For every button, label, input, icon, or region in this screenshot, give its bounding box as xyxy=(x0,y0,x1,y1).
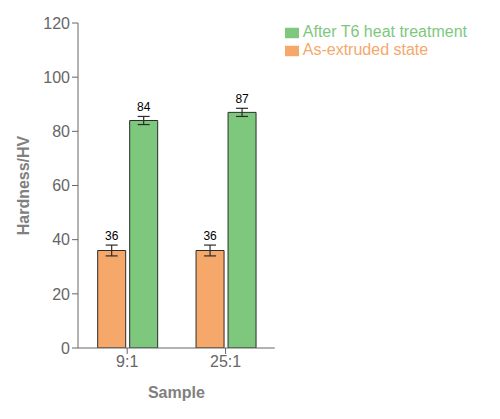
svg-text:36: 36 xyxy=(203,229,217,243)
svg-text:40: 40 xyxy=(52,231,70,248)
svg-text:87: 87 xyxy=(235,92,249,106)
svg-text:25:1: 25:1 xyxy=(210,353,241,370)
html-text:As-extruded state: As-extruded state xyxy=(302,41,429,58)
svg-text:0: 0 xyxy=(61,340,70,357)
svg-text:60: 60 xyxy=(52,177,70,194)
svg-text:20: 20 xyxy=(52,286,70,303)
svg-text:9:1: 9:1 xyxy=(116,353,138,370)
svg-text:Hardness/HV: Hardness/HV xyxy=(15,135,32,235)
svg-text:36: 36 xyxy=(105,229,119,243)
svg-text:84: 84 xyxy=(137,100,151,114)
html-text:After T6 heat treatment: After T6 heat treatment xyxy=(302,23,467,40)
svg-text:Sample: Sample xyxy=(148,384,205,401)
svg-text:80: 80 xyxy=(52,123,70,140)
svg-text:100: 100 xyxy=(43,69,70,86)
svg-text:120: 120 xyxy=(43,15,70,32)
